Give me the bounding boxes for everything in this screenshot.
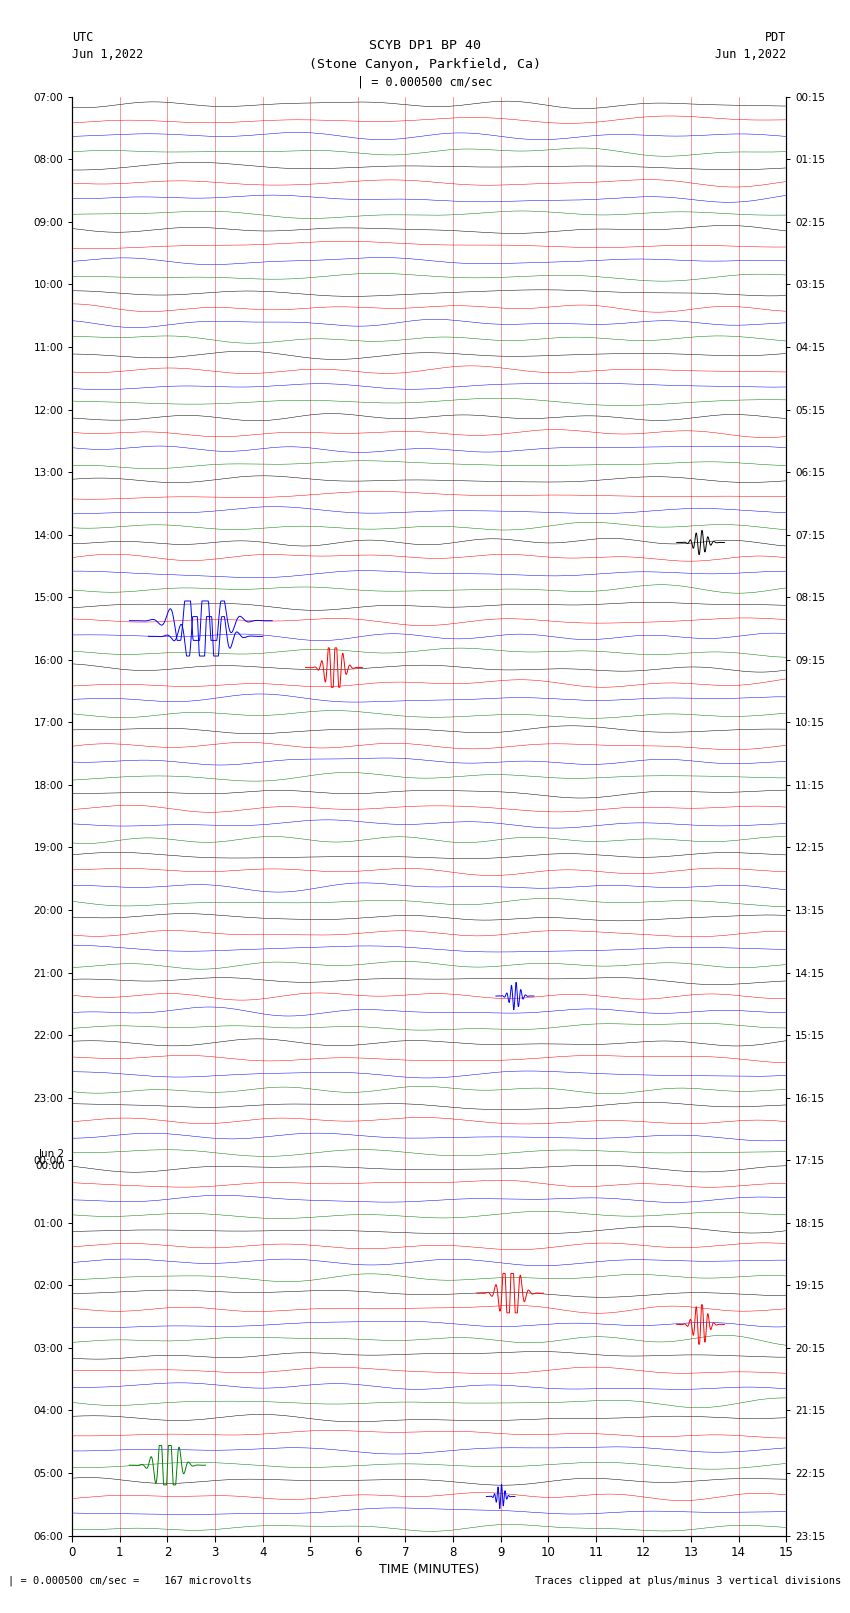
Text: SCYB DP1 BP 40: SCYB DP1 BP 40	[369, 39, 481, 52]
Text: Jun 1,2022: Jun 1,2022	[72, 48, 144, 61]
Text: UTC: UTC	[72, 31, 94, 44]
Text: (Stone Canyon, Parkfield, Ca): (Stone Canyon, Parkfield, Ca)	[309, 58, 541, 71]
Text: | = 0.000500 cm/sec: | = 0.000500 cm/sec	[357, 76, 493, 89]
Text: Traces clipped at plus/minus 3 vertical divisions: Traces clipped at plus/minus 3 vertical …	[536, 1576, 842, 1586]
Text: Jun 2
00:00: Jun 2 00:00	[36, 1150, 65, 1171]
Text: | = 0.000500 cm/sec =    167 microvolts: | = 0.000500 cm/sec = 167 microvolts	[8, 1576, 252, 1586]
Text: Jun 1,2022: Jun 1,2022	[715, 48, 786, 61]
X-axis label: TIME (MINUTES): TIME (MINUTES)	[379, 1563, 479, 1576]
Text: PDT: PDT	[765, 31, 786, 44]
